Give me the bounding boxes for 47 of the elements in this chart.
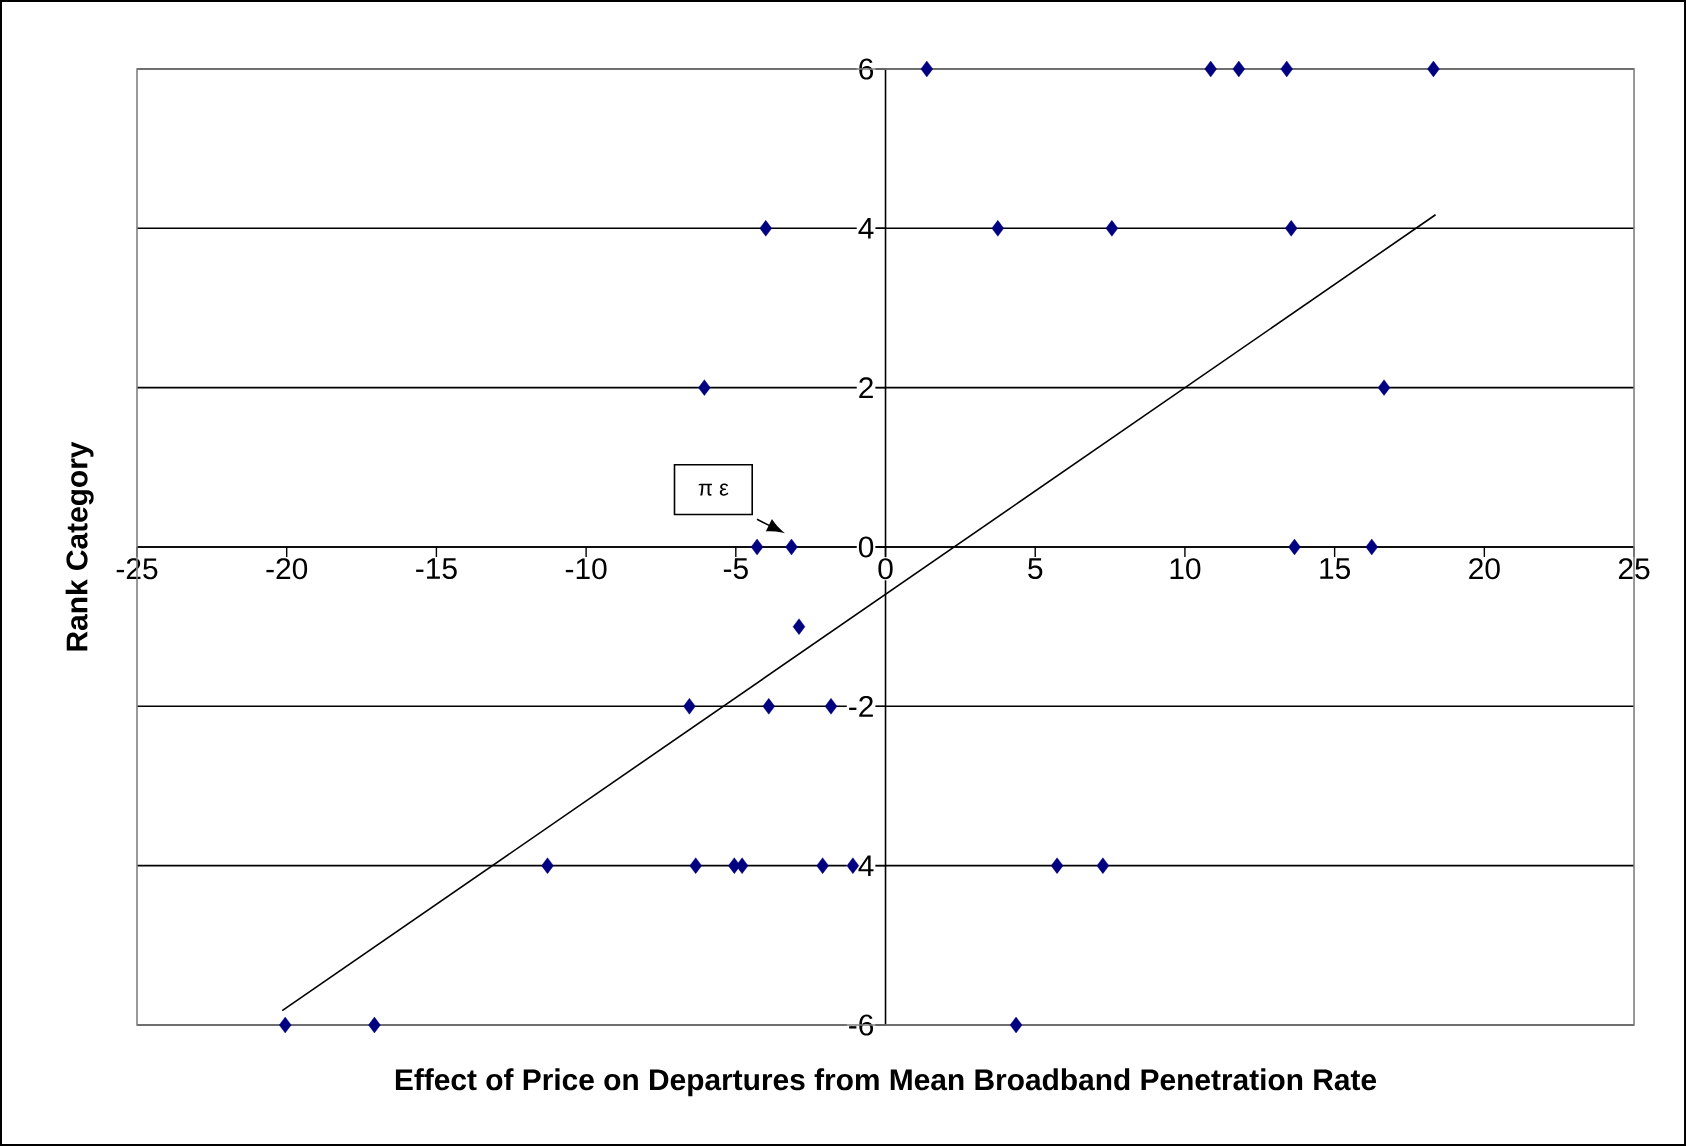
- x-tick-label: -5: [723, 558, 748, 580]
- x-tick-label: 5: [1028, 558, 1043, 580]
- y-axis-title: Rank Category: [65, 441, 94, 651]
- y-tick-label: 6: [859, 58, 874, 80]
- y-tick-label: -6: [849, 1014, 874, 1036]
- point: [759, 220, 772, 237]
- point: [816, 857, 829, 874]
- point: [1050, 857, 1064, 874]
- point: [920, 60, 934, 78]
- point: [1285, 220, 1298, 237]
- point: [1204, 60, 1217, 78]
- point: [1096, 857, 1110, 874]
- point: [1288, 538, 1301, 556]
- point: [1365, 538, 1378, 556]
- x-axis-title: Effect of Price on Departures from Mean Broadband Penetration Rate: [395, 1068, 1377, 1097]
- point: [279, 1016, 292, 1034]
- y-tick-label: 4: [858, 218, 874, 239]
- point: [824, 698, 838, 715]
- point: [1009, 1016, 1023, 1034]
- point: [792, 618, 806, 635]
- x-tick-label: -10: [565, 558, 607, 580]
- point: [1280, 60, 1293, 78]
- x-tick-label: 25: [1618, 558, 1650, 580]
- point: [1232, 60, 1245, 78]
- point: [1105, 220, 1119, 237]
- point: [1427, 60, 1440, 78]
- point: [683, 698, 696, 715]
- point: [1377, 379, 1391, 396]
- x-tick-label: 0: [878, 558, 893, 580]
- point: [541, 857, 554, 874]
- x-tick-label: -20: [266, 558, 308, 580]
- x-tick-label: 10: [1170, 558, 1201, 580]
- x-tick-label: -15: [416, 558, 457, 580]
- point: [785, 538, 798, 556]
- x-tick-label: 20: [1469, 558, 1500, 580]
- point: [689, 857, 702, 874]
- x-tick-label: 15: [1320, 558, 1350, 580]
- point: [368, 1016, 381, 1034]
- point: [750, 538, 764, 556]
- point: [698, 379, 711, 396]
- point: [762, 698, 775, 715]
- point: [991, 220, 1004, 237]
- x-tick-label: -25: [116, 558, 158, 580]
- y-tick-label: 0: [858, 536, 874, 558]
- y-tick-label: -2: [849, 695, 873, 717]
- y-tick-label: 2: [859, 377, 873, 399]
- annotation: π ε: [698, 483, 729, 496]
